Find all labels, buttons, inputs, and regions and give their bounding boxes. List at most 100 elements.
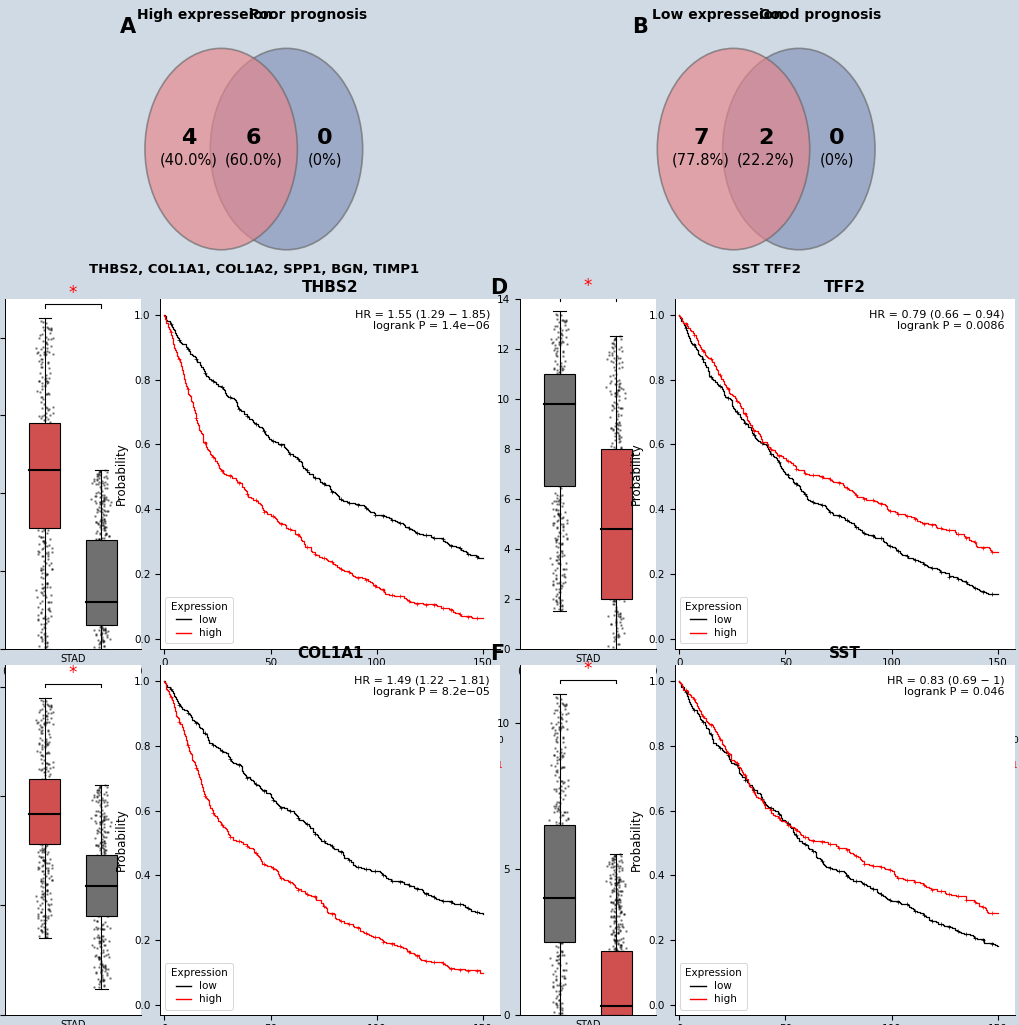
Point [36, 852, 52, 868]
Point [555, 413, 572, 429]
Point [40, 846, 56, 862]
Point [612, 852, 629, 868]
Point [87, 493, 103, 509]
Point [553, 384, 570, 401]
Point [547, 990, 564, 1007]
Point [40, 907, 56, 924]
Point [545, 507, 561, 524]
Point [100, 492, 116, 508]
Point [550, 314, 567, 330]
Point [612, 589, 629, 606]
Point [552, 576, 569, 592]
Point [610, 860, 627, 876]
Point [38, 929, 54, 945]
Point [545, 913, 561, 930]
Point [602, 420, 619, 437]
Point [38, 693, 54, 709]
Point [557, 328, 574, 344]
Point [30, 612, 46, 628]
Point [36, 429, 52, 446]
Point [93, 626, 109, 643]
Point [93, 566, 109, 582]
Point [556, 780, 573, 796]
Point [90, 577, 106, 593]
Point [549, 708, 566, 725]
Point [599, 639, 615, 655]
Point [544, 515, 560, 531]
Point [95, 492, 111, 508]
Point [43, 338, 59, 355]
Point [548, 339, 565, 356]
Point [551, 975, 568, 991]
Point [610, 939, 627, 955]
Point [96, 833, 112, 850]
Point [45, 715, 61, 732]
Point [43, 807, 59, 823]
Point [550, 581, 567, 598]
Point [602, 353, 619, 369]
Point [94, 504, 110, 521]
Point [95, 549, 111, 566]
Point [29, 382, 45, 399]
Point [32, 826, 48, 843]
Point [551, 439, 568, 455]
Point [609, 417, 626, 434]
Point [95, 539, 111, 556]
Point [37, 811, 53, 827]
Point [92, 850, 108, 866]
Point [37, 892, 53, 908]
Point [93, 478, 109, 494]
Point [600, 549, 616, 566]
Point [610, 871, 627, 888]
Point [552, 326, 569, 342]
Point [545, 516, 561, 532]
Point [610, 862, 627, 878]
Point [602, 386, 619, 403]
Point [616, 547, 633, 564]
Point [609, 921, 626, 938]
Point [39, 566, 55, 582]
Point [38, 370, 54, 386]
Point [551, 596, 568, 612]
Point [33, 388, 49, 405]
Point [608, 496, 625, 512]
Point [553, 544, 570, 561]
Point [97, 522, 113, 538]
Point [39, 566, 55, 582]
Point [550, 478, 567, 494]
Point [36, 829, 52, 846]
Point [93, 964, 109, 980]
Point [613, 359, 630, 375]
Point [37, 377, 53, 394]
Point [602, 449, 619, 465]
Point [31, 854, 47, 870]
Point [610, 899, 627, 915]
Point [604, 866, 621, 883]
Point [91, 855, 107, 871]
Point [39, 639, 55, 655]
Point [45, 345, 61, 362]
Point [608, 907, 625, 924]
Point [92, 887, 108, 903]
Point [609, 873, 626, 890]
Point [98, 850, 114, 866]
Point [36, 583, 52, 600]
Point [541, 812, 557, 828]
Point [550, 955, 567, 972]
Point [548, 781, 565, 797]
Point [547, 570, 564, 586]
Text: F: F [489, 644, 503, 664]
Point [548, 596, 565, 612]
Point [35, 771, 51, 787]
Point [102, 814, 118, 830]
Point [30, 522, 46, 538]
Point [609, 892, 626, 908]
Point [551, 487, 568, 503]
Point [35, 315, 51, 331]
Point [88, 495, 104, 511]
Point [605, 592, 622, 609]
Point [44, 561, 60, 577]
Point [606, 362, 623, 378]
Point [93, 543, 109, 560]
Point [93, 879, 109, 896]
